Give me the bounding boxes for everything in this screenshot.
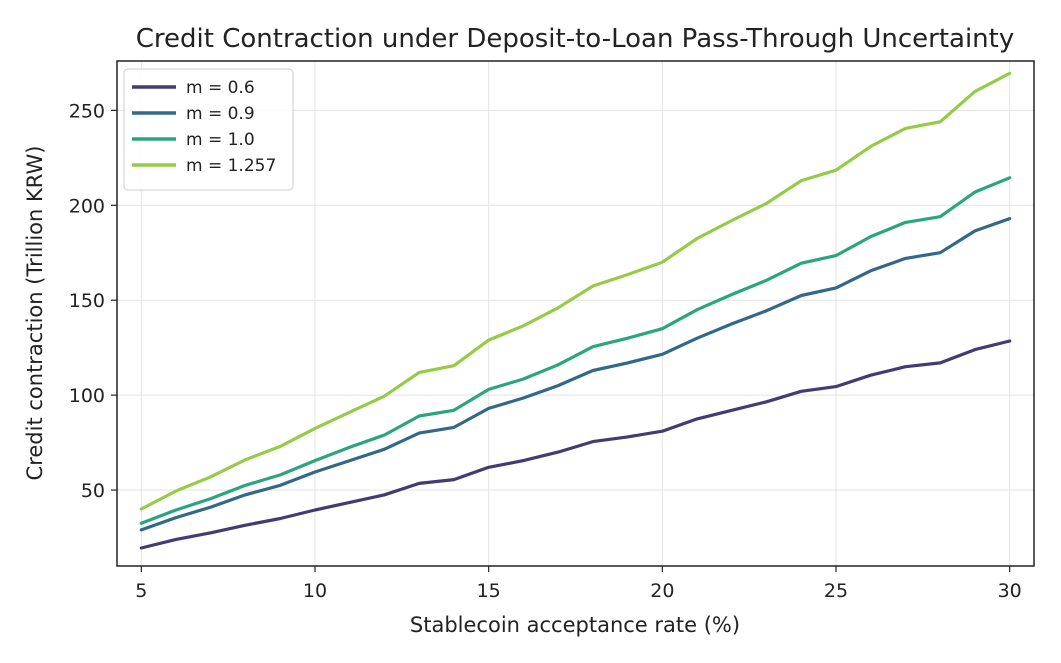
series-line-1 [139, 217, 1012, 532]
y-tick-label: 200 [69, 195, 105, 217]
chart-title: Credit Contraction under Deposit-to-Loan… [136, 24, 1014, 54]
x-tick-label: 5 [135, 580, 147, 602]
x-tick-label: 20 [650, 580, 674, 602]
legend-box [123, 68, 294, 191]
y-tick-label: 100 [69, 385, 105, 407]
series-line-2 [139, 176, 1012, 525]
y-tick-label: 250 [69, 100, 105, 122]
series-lines [139, 71, 1012, 550]
x-tick-label: 30 [998, 580, 1022, 602]
legend: m = 0.6 m = 0.9 m = 1.0 m = 1.257 [123, 68, 294, 191]
series-line-0 [139, 339, 1012, 550]
y-tick-label: 50 [81, 480, 105, 502]
x-tick-label: 10 [303, 580, 327, 602]
y-tick-label: 150 [69, 290, 105, 312]
axis-ticks: 5 10 15 20 25 30 50 100 150 200 250 [69, 100, 1022, 602]
x-tick-label: 15 [477, 580, 501, 602]
legend-label-1: m = 0.9 [186, 104, 255, 124]
y-axis-label: Credit contraction (Trillion KRW) [23, 146, 47, 481]
plot-frame [116, 60, 1035, 567]
series-line-3 [139, 71, 1012, 511]
legend-label-0: m = 0.6 [186, 78, 255, 98]
legend-label-3: m = 1.257 [186, 156, 276, 176]
x-tick-label: 25 [824, 580, 848, 602]
legend-label-2: m = 1.0 [186, 130, 255, 150]
x-axis-label: Stablecoin acceptance rate (%) [410, 613, 740, 637]
